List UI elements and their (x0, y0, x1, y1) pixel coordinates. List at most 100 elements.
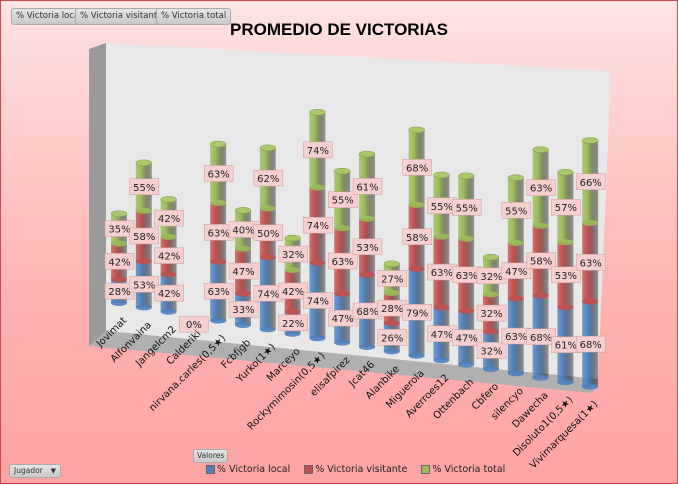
cylinder-top (581, 137, 599, 144)
cylinder-bottom (309, 259, 326, 266)
data-label: 28% (108, 287, 130, 298)
cylinder-bottom (160, 308, 177, 315)
cylinder-bottom (483, 328, 499, 335)
data-label-box (278, 282, 308, 300)
data-label-box (327, 252, 358, 270)
cylinder-bottom (383, 290, 400, 297)
cylinder-bottom (334, 339, 351, 346)
cylinder-top (234, 207, 252, 214)
cylinder-bottom (458, 235, 475, 242)
legend-item-visitante: % Victoria visitante (304, 464, 407, 475)
data-label-box (451, 199, 482, 216)
data-label-box (501, 202, 532, 219)
data-label: 55% (505, 206, 527, 217)
data-label: 42% (108, 257, 130, 268)
data-label-box (203, 165, 234, 182)
data-label: 74% (257, 289, 279, 300)
data-label-box (203, 282, 234, 300)
data-label: 63% (530, 184, 552, 195)
data-label: 79% (406, 308, 428, 319)
data-label-box (154, 284, 184, 302)
data-label: 74% (307, 297, 329, 308)
data-label-box (303, 216, 333, 234)
data-label: 55% (133, 183, 155, 194)
jugador-label: Jugador (14, 466, 43, 475)
data-label: 26% (381, 333, 403, 344)
cylinder-bottom (433, 233, 450, 240)
legend-item-total: % Victoria total (421, 464, 505, 475)
data-label: 66% (580, 178, 602, 189)
cylinder-top (557, 168, 574, 176)
cylinder-top (507, 174, 525, 181)
data-label: 22% (282, 319, 304, 330)
data-label-box (104, 253, 135, 270)
data-label: 63% (208, 169, 230, 180)
cylinder-top (333, 167, 351, 175)
data-label-box (278, 245, 308, 263)
cylinder-bottom (135, 207, 152, 214)
data-label: 55% (332, 196, 354, 207)
data-label: 35% (108, 225, 130, 236)
cylinder-bottom (284, 266, 301, 273)
data-label: 74% (307, 146, 329, 157)
cylinder-bottom (334, 225, 351, 232)
data-label-box (352, 238, 383, 256)
cylinder-bottom (235, 245, 251, 252)
cylinder-bottom (557, 239, 574, 246)
cylinder-bottom (408, 265, 425, 272)
cylinder-bottom (160, 233, 177, 240)
cylinder-bottom (408, 201, 425, 208)
data-label: 68% (356, 307, 378, 318)
cylinder-bottom (135, 304, 152, 311)
data-label: 63% (505, 332, 527, 343)
data-label-box (476, 342, 507, 359)
cylinder-bottom (160, 271, 177, 278)
field-button-total[interactable]: % Victoria total (156, 8, 232, 25)
cylinder-top (532, 146, 549, 153)
cylinder-bottom (359, 344, 375, 350)
data-label-box (303, 141, 333, 159)
data-label: 63% (208, 287, 230, 298)
data-label: 63% (580, 258, 602, 269)
cylinder-bottom (334, 290, 351, 297)
data-label-box (154, 209, 184, 227)
legend-swatch (304, 465, 314, 474)
cylinder-top (482, 253, 500, 261)
cylinder-bottom (433, 304, 450, 311)
legend: % Victoria local % Victoria visitante % … (206, 464, 505, 475)
legend-label: % Victoria total (432, 464, 506, 475)
cylinder-bottom (210, 317, 227, 324)
legend-item-local: % Victoria local (206, 464, 290, 475)
data-label-box (476, 304, 507, 322)
data-label-box (575, 335, 606, 353)
cylinder-bottom (235, 290, 251, 297)
data-label: 63% (208, 228, 230, 239)
data-label: 42% (158, 252, 180, 263)
floor (89, 331, 598, 393)
cylinder-bottom (582, 219, 599, 226)
jugador-dropdown[interactable]: Jugador ▼ (9, 464, 61, 478)
cylinder-bottom (582, 298, 599, 305)
cylinder-bottom (433, 357, 450, 364)
cylinder-bottom (284, 308, 301, 315)
data-label: 32% (480, 346, 502, 357)
cylinder-bottom (458, 307, 475, 314)
cylinder-bottom (210, 199, 227, 206)
chevron-down-icon: ▼ (50, 467, 56, 475)
data-label: 0% (186, 320, 202, 331)
data-label: 42% (158, 289, 180, 300)
data-label: 53% (133, 280, 155, 291)
cylinder-top (408, 126, 425, 134)
cylinder-bottom (210, 258, 227, 265)
data-label-box (327, 191, 358, 208)
data-label: 53% (356, 243, 378, 254)
data-label: 74% (307, 221, 329, 232)
cylinder-bottom (507, 295, 524, 302)
cylinder-bottom (359, 271, 375, 278)
cylinder-bottom (235, 322, 251, 328)
cylinder-top (383, 260, 401, 268)
data-label-box (451, 329, 482, 346)
cylinder-bottom (111, 240, 127, 247)
valores-button[interactable]: Valores (193, 449, 229, 463)
data-label-box (377, 270, 408, 287)
